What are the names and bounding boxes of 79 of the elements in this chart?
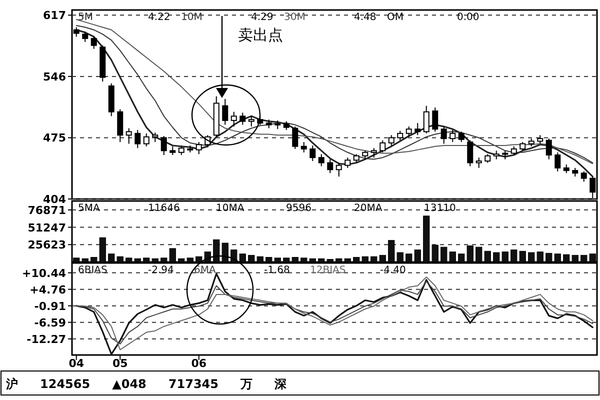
candlestick [222, 98, 228, 126]
candlestick [82, 31, 88, 42]
annotation: -2.94 [148, 265, 174, 276]
candlestick [450, 129, 456, 143]
candlestick [414, 122, 421, 136]
candlestick [380, 140, 386, 153]
candlestick [397, 130, 404, 141]
candlestick [134, 129, 141, 149]
annotation: 13110 [424, 203, 456, 214]
candlestick [554, 152, 561, 172]
candlestick [240, 112, 246, 126]
text: 124565 [40, 377, 90, 391]
candlestick [152, 132, 158, 143]
y-tick-label: 404 [43, 193, 66, 206]
candlestick [344, 157, 351, 168]
candlestick [336, 162, 342, 178]
series-label: 6MA [194, 265, 216, 276]
y-tick-label: -0.91 [34, 300, 66, 313]
candlestick [458, 131, 464, 143]
text: 30M [284, 12, 306, 23]
x-tick-label: 06 [191, 357, 207, 370]
annotation: -4.40 [380, 265, 406, 276]
candlestick [423, 105, 430, 134]
x-tick-label: 05 [112, 357, 128, 370]
annotation: 4.48 [354, 12, 376, 23]
candlestick [292, 126, 298, 150]
y-tick-label: +10.44 [22, 266, 66, 280]
annotation: OM [387, 12, 404, 23]
text: 万 [240, 377, 252, 391]
annotation: -1.68 [264, 265, 290, 276]
candlestick [580, 170, 587, 182]
annotation: 11646 [148, 203, 180, 214]
candlestick [406, 126, 412, 138]
candlestick [318, 154, 324, 167]
annotation: 5MA [78, 203, 100, 214]
candlestick [230, 111, 237, 128]
candlestick [126, 128, 132, 144]
candlestick [300, 142, 307, 153]
y-tick-label: 76871 [28, 204, 66, 217]
y-tick-label: 617 [43, 9, 66, 22]
y-tick-label: 475 [43, 132, 66, 145]
y-tick-label: 51247 [28, 221, 66, 234]
candlestick [90, 36, 97, 50]
candlestick [196, 142, 202, 155]
annotation: 4.29 [251, 12, 274, 23]
candlestick [546, 138, 552, 160]
x-tick-label: 04 [68, 357, 84, 370]
annotation: 4.22 [148, 12, 170, 23]
y-tick-label: 25623 [28, 238, 66, 252]
candlestick [476, 157, 482, 168]
candlestick [160, 136, 167, 156]
candlestick [178, 144, 184, 156]
annotation: 卖出点 [238, 26, 283, 44]
text: 10M [181, 12, 202, 23]
candlestick [432, 107, 438, 132]
y-tick-label: -12.27 [26, 332, 66, 346]
text: 沪 [5, 377, 18, 391]
text: 717345 [168, 377, 218, 391]
candlestick [143, 132, 150, 147]
text: ▲048 [112, 377, 146, 391]
annotation: 10MA [216, 203, 244, 214]
candlestick [370, 148, 377, 158]
text: 12BIAS [310, 265, 346, 276]
candlestick [310, 144, 316, 162]
annotation: 9596 [286, 203, 312, 214]
candlestick [248, 116, 254, 128]
y-tick-label: -6.59 [34, 316, 66, 330]
annotation: 0.00 [457, 12, 480, 23]
candlestick [440, 126, 447, 144]
series-label: 5M [78, 12, 93, 23]
text: 深 [274, 377, 288, 391]
candlestick [117, 108, 124, 143]
candlestick [467, 140, 474, 167]
candlestick [388, 134, 394, 146]
annotation: 20MA [354, 203, 382, 214]
y-tick-label: 546 [43, 70, 66, 84]
candlestick [327, 158, 334, 174]
y-tick-label: +4.76 [30, 283, 66, 296]
text: 6BIAS [78, 265, 108, 276]
